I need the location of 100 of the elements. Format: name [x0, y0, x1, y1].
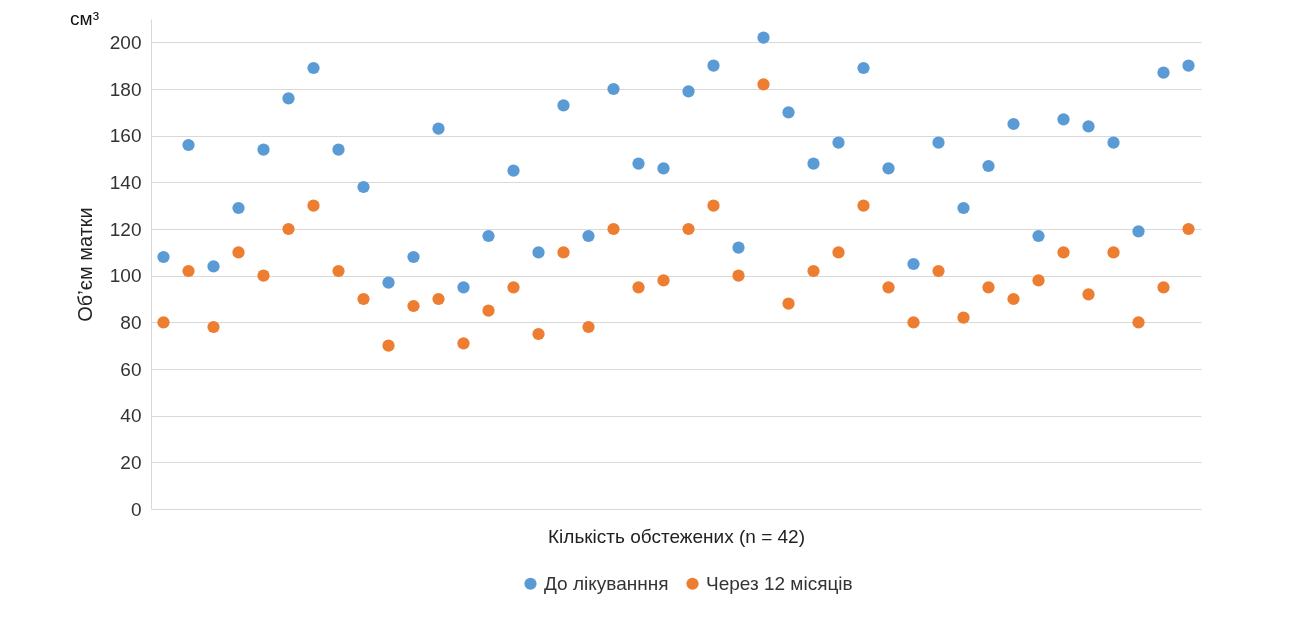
point — [1082, 120, 1095, 133]
y-tick-label: 60 — [120, 358, 142, 380]
point — [957, 311, 970, 324]
point — [707, 59, 720, 72]
point — [882, 281, 895, 294]
point — [607, 222, 620, 236]
legend-label: До лікуванння — [544, 572, 669, 594]
legend-label: Через 12 місяців — [706, 572, 853, 594]
point — [432, 122, 445, 135]
point — [807, 264, 820, 278]
point — [157, 316, 170, 329]
y-axis-title: Об’єм матки — [73, 207, 96, 322]
point — [1007, 117, 1020, 131]
point — [857, 199, 870, 212]
point — [732, 241, 745, 254]
point — [932, 264, 945, 278]
point — [1132, 225, 1145, 238]
point — [907, 257, 920, 271]
point — [982, 159, 995, 173]
x-axis-title: Кількість обстежених (n = 42) — [548, 525, 805, 547]
point — [1182, 222, 1195, 236]
point — [282, 92, 295, 105]
point — [632, 157, 645, 170]
point — [1057, 113, 1070, 126]
point — [382, 276, 395, 289]
point — [407, 299, 420, 313]
y-tick-label: 160 — [109, 125, 142, 147]
point — [182, 264, 195, 278]
point — [1107, 136, 1120, 149]
point — [832, 136, 845, 149]
point — [182, 138, 195, 152]
point — [782, 297, 795, 310]
point — [507, 281, 520, 294]
point — [157, 250, 170, 264]
point — [482, 229, 495, 243]
point — [657, 162, 670, 175]
point — [257, 143, 270, 156]
point — [857, 61, 870, 75]
point — [307, 199, 320, 212]
point — [332, 264, 345, 278]
point — [882, 162, 895, 175]
point — [457, 281, 470, 294]
point — [1007, 292, 1020, 306]
point — [332, 143, 345, 156]
point — [957, 201, 970, 215]
point — [782, 106, 795, 119]
point — [1182, 59, 1195, 72]
y-tick-label: 180 — [109, 78, 142, 100]
point — [682, 85, 695, 98]
point — [757, 31, 770, 44]
point — [507, 164, 520, 177]
point — [682, 222, 695, 236]
y-tick-label: 200 — [109, 31, 142, 53]
point — [232, 246, 245, 259]
point — [732, 269, 745, 282]
point — [482, 304, 495, 317]
y-tick-label: 80 — [120, 311, 142, 333]
point — [357, 292, 370, 306]
y-tick-label: 0 — [130, 498, 142, 520]
point — [1107, 246, 1120, 259]
point — [557, 246, 570, 259]
point — [1082, 288, 1095, 301]
point — [1032, 274, 1045, 287]
point — [307, 61, 320, 75]
point — [557, 99, 570, 112]
point — [807, 157, 820, 170]
point — [932, 136, 945, 149]
point — [1132, 316, 1145, 329]
point — [632, 281, 645, 294]
point — [207, 320, 220, 334]
point — [532, 246, 545, 259]
point — [757, 78, 770, 91]
point — [232, 201, 245, 215]
point — [657, 274, 670, 287]
point — [607, 82, 620, 96]
point — [457, 337, 470, 350]
point — [707, 199, 720, 212]
y-tick-label: 20 — [120, 451, 142, 473]
point — [282, 222, 295, 236]
point — [1032, 229, 1045, 243]
point — [907, 316, 920, 329]
y-tick-label: 100 — [109, 265, 142, 287]
point — [257, 269, 270, 282]
point — [1157, 281, 1170, 294]
point — [1157, 66, 1170, 79]
point — [982, 281, 995, 294]
y-tick-label: 40 — [120, 405, 142, 427]
y-tick-label: 120 — [109, 218, 142, 240]
y-tick-label: 140 — [109, 171, 142, 193]
point — [207, 260, 220, 273]
point — [832, 246, 845, 259]
point — [432, 292, 445, 306]
point — [582, 320, 595, 334]
point — [382, 339, 395, 352]
text: см³ — [70, 8, 99, 29]
point — [532, 327, 545, 341]
point — [357, 180, 370, 194]
point — [407, 250, 420, 264]
point — [1057, 246, 1070, 259]
point — [582, 229, 595, 243]
